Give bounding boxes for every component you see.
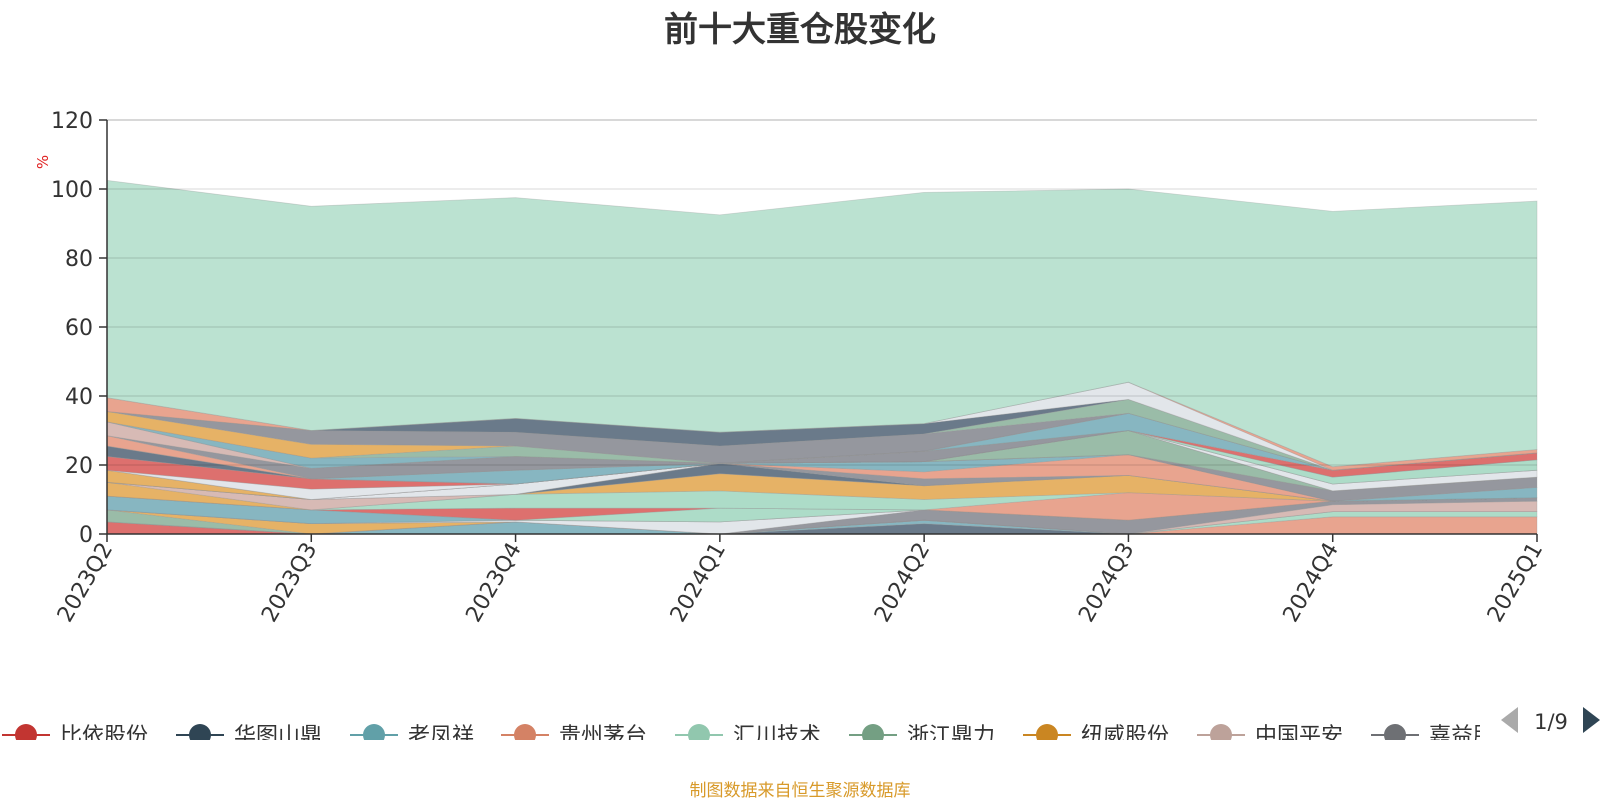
y-tick-label: 80 bbox=[65, 247, 93, 272]
legend-item[interactable]: 贵州茅台 bbox=[501, 724, 647, 749]
y-tick-label: 0 bbox=[79, 523, 93, 548]
legend-item[interactable]: 老凤祥 bbox=[350, 724, 474, 749]
legend-label: 纽威股份 bbox=[1081, 724, 1169, 749]
y-tick-label: 40 bbox=[65, 385, 93, 410]
legend-prev-arrow-icon[interactable] bbox=[1501, 707, 1518, 733]
area-series-34 bbox=[106, 430, 1538, 485]
area-series-35 bbox=[106, 421, 1538, 478]
legend-marker-icon bbox=[862, 724, 884, 740]
legend-marker-icon bbox=[363, 724, 385, 740]
legend-marker-icon bbox=[1210, 724, 1232, 740]
legend-label: 浙江鼎力 bbox=[907, 724, 995, 749]
area-series-group bbox=[106, 179, 1538, 535]
legend-pager: 1/9 bbox=[1501, 707, 1600, 734]
x-tick-label: 2024Q3 bbox=[1074, 539, 1139, 627]
legend-item[interactable]: 比依股份 bbox=[2, 724, 148, 749]
x-tick-label: 2024Q4 bbox=[1279, 539, 1344, 627]
legend-item[interactable]: 中国平安 bbox=[1197, 724, 1343, 749]
y-axis-unit: % bbox=[34, 155, 52, 169]
legend-item[interactable]: 汇川技术 bbox=[675, 724, 821, 749]
x-tick-label: 2025Q1 bbox=[1483, 539, 1548, 627]
y-tick-label: 60 bbox=[65, 316, 93, 341]
legend-marker-icon bbox=[514, 724, 536, 740]
legend-label: 嘉益股份 bbox=[1429, 724, 1517, 749]
legend-page-indicator: 1/9 bbox=[1534, 710, 1568, 734]
legend-item[interactable]: 纽威股份 bbox=[1023, 724, 1169, 749]
legend-next-arrow-icon[interactable] bbox=[1583, 707, 1600, 733]
x-tick-label: 2023Q3 bbox=[257, 539, 322, 627]
legend-item[interactable]: 华图山鼎 bbox=[176, 724, 322, 749]
legend-marker-icon bbox=[15, 724, 37, 740]
legend-marker-icon bbox=[688, 724, 710, 740]
legend-label: 中国平安 bbox=[1255, 724, 1343, 749]
data-source-footer: 制图数据来自恒生聚源数据库 bbox=[689, 781, 911, 801]
legend-label: 老凤祥 bbox=[408, 724, 474, 749]
area-series-45 bbox=[106, 179, 1538, 468]
legend-marker-icon bbox=[189, 724, 211, 740]
area-series-36 bbox=[106, 421, 1538, 478]
legend-label: 汇川技术 bbox=[733, 724, 821, 749]
legend-item[interactable]: 嘉益股份 bbox=[1371, 724, 1517, 749]
x-tick-label: 2023Q2 bbox=[53, 539, 118, 627]
y-tick-label: 20 bbox=[65, 454, 93, 479]
legend-marker-icon bbox=[1036, 724, 1058, 740]
legend-item[interactable]: 浙江鼎力 bbox=[849, 724, 995, 749]
legend: 比依股份 华图山鼎 老凤祥 贵州茅台 汇川技术 浙江鼎力 纽威股份 中国平安 嘉益股份 bbox=[2, 724, 1517, 749]
x-tick-label: 2024Q1 bbox=[666, 539, 731, 627]
legend-label: 贵州茅台 bbox=[559, 724, 647, 749]
x-tick-label: 2024Q2 bbox=[870, 539, 935, 627]
legend-marker-icon bbox=[1384, 724, 1406, 740]
y-tick-label: 120 bbox=[51, 109, 93, 134]
y-tick-label: 100 bbox=[51, 178, 93, 203]
x-tick-label: 2023Q4 bbox=[461, 539, 526, 627]
legend-label: 比依股份 bbox=[60, 724, 148, 749]
legend-label: 华图山鼎 bbox=[234, 724, 322, 749]
grid-lines bbox=[107, 119, 1537, 466]
chart-title: 前十大重仓股变化 bbox=[664, 10, 936, 50]
